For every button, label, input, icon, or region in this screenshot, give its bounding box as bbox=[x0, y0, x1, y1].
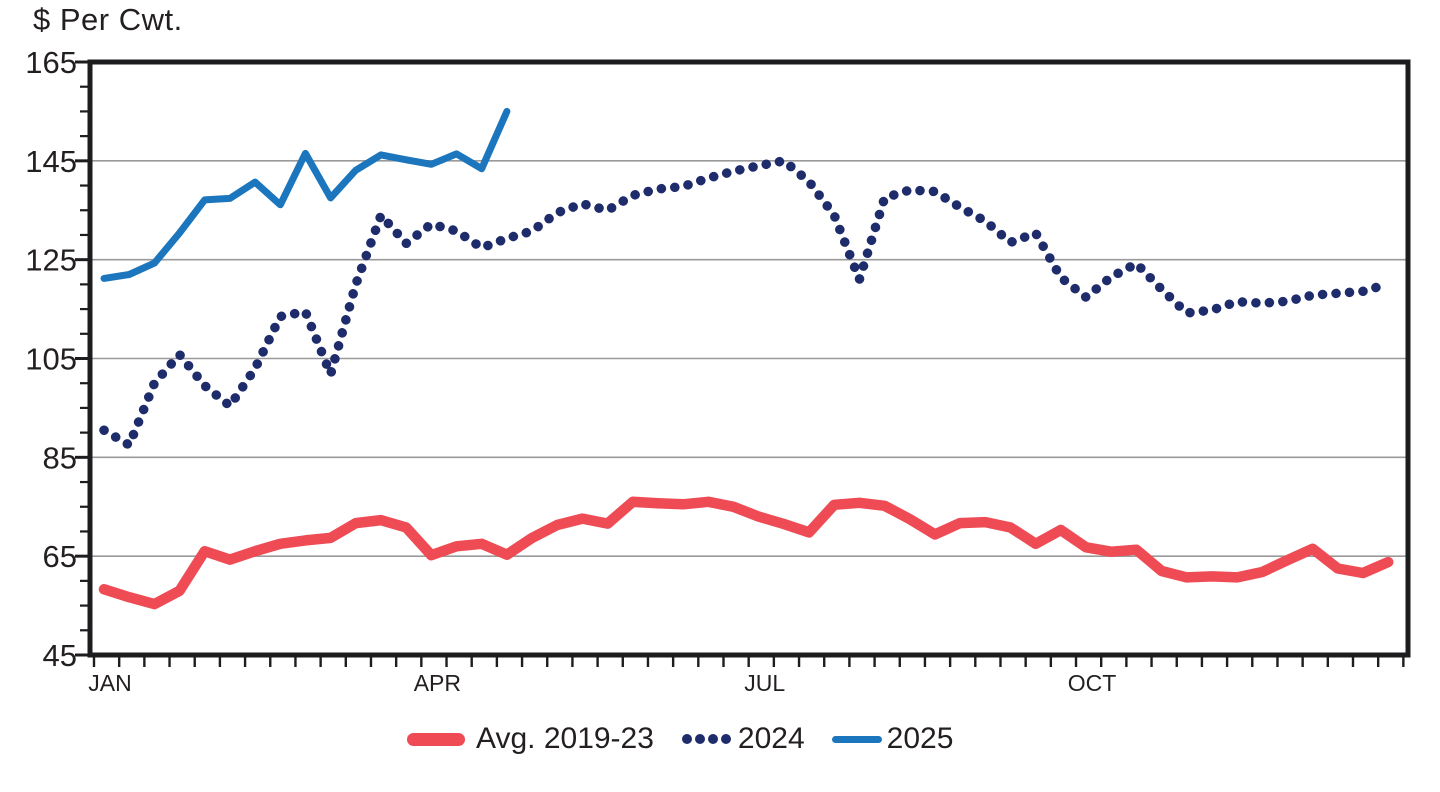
x-axis-label-jan: JAN bbox=[88, 670, 131, 696]
avg-2019-23-swatch bbox=[407, 732, 465, 746]
dotted-line-swatch bbox=[681, 734, 734, 744]
legend-label-avg: Avg. 2019-23 bbox=[476, 722, 654, 755]
y-axis-label: 105 bbox=[25, 342, 77, 377]
y-axis-title: $ Per Cwt. bbox=[33, 2, 183, 37]
legend: Avg. 2019-23 2024 2025 bbox=[407, 722, 953, 756]
series-line-2025 bbox=[100, 107, 511, 282]
y-axis-label: 65 bbox=[43, 539, 77, 574]
y-axis-ticks: 165 145 125 105 85 65 45 bbox=[25, 45, 90, 673]
legend-item-2024: 2024 bbox=[681, 722, 805, 756]
y-axis-label: 85 bbox=[43, 440, 77, 475]
chart-canvas: 165 145 125 105 85 65 45 JAN APR JUL OCT bbox=[25, 45, 1411, 696]
solid-line-swatch bbox=[831, 735, 882, 743]
x-axis-label-jul: JUL bbox=[744, 670, 785, 696]
y-axis-label: 45 bbox=[43, 638, 77, 673]
legend-label-2025: 2025 bbox=[886, 722, 954, 755]
gridlines bbox=[90, 160, 1408, 557]
series-line-2024 bbox=[99, 156, 1393, 450]
legend-item-2025: 2025 bbox=[831, 722, 954, 756]
legend-label-2024: 2024 bbox=[737, 722, 805, 755]
legend-item-avg: Avg. 2019-23 bbox=[407, 722, 654, 756]
y-axis-label: 165 bbox=[25, 45, 77, 80]
y-axis-label: 145 bbox=[25, 144, 77, 179]
y-axis-label: 125 bbox=[25, 243, 77, 278]
x-axis-label-apr: APR bbox=[414, 670, 461, 696]
x-axis-ticks: JAN APR JUL OCT bbox=[88, 657, 1405, 696]
series-line-avg-2019-23 bbox=[98, 496, 1394, 610]
x-axis-label-oct: OCT bbox=[1068, 670, 1117, 696]
